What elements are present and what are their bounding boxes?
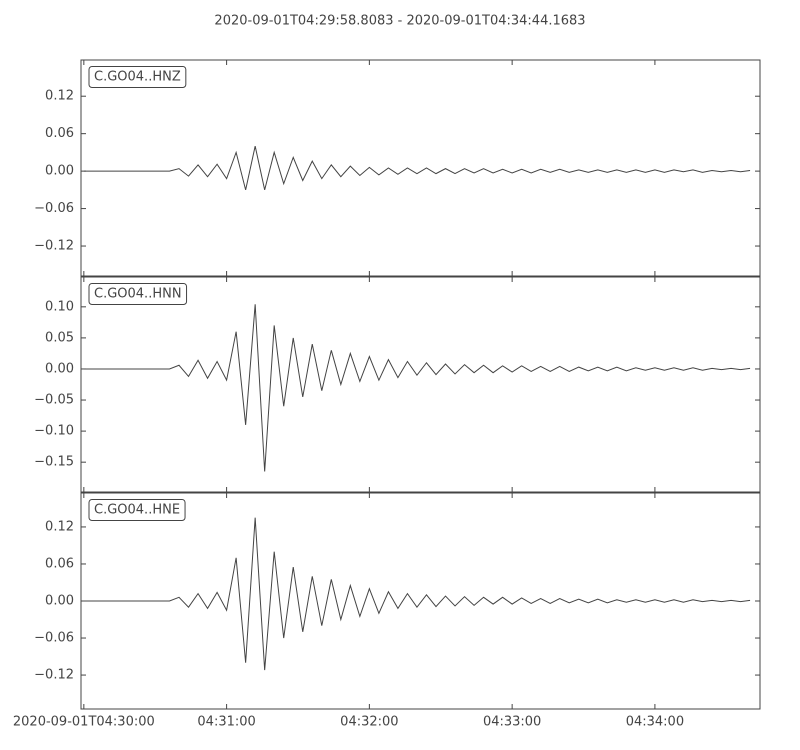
y-tick-label: 0.12 (45, 89, 74, 104)
y-tick-label: −0.15 (34, 455, 74, 470)
chart-title: 2020-09-01T04:29:58.8083 - 2020-09-01T04… (214, 14, 585, 29)
legend-box (88, 499, 186, 521)
y-tick-label: −0.06 (34, 201, 74, 216)
legend-label: C.GO04..HNE (94, 503, 180, 518)
y-tick-label: 0.06 (45, 126, 74, 141)
y-tick-label: −0.06 (34, 631, 74, 646)
y-tick-label: 0.00 (45, 164, 74, 179)
x-tick-label: 04:33:00 (483, 715, 541, 730)
y-tick-label: 0.06 (45, 556, 74, 571)
x-tick-label: 04:31:00 (197, 715, 255, 730)
y-tick-label: 0.05 (45, 330, 74, 345)
y-tick-label: 0.00 (45, 361, 74, 376)
y-tick-label: −0.12 (34, 239, 74, 254)
panel-frame (80, 492, 761, 710)
x-tick-label: 04:34:00 (626, 715, 684, 730)
y-tick-label: 0.12 (45, 519, 74, 534)
waveform (83, 304, 751, 472)
y-tick-label: −0.12 (34, 668, 74, 683)
legend-box (88, 283, 188, 305)
y-tick-label: 0.00 (45, 594, 74, 609)
legend-box (88, 66, 187, 88)
x-tick-label: 2020-09-01T04:30:00 (13, 715, 155, 730)
panel-frame (80, 59, 761, 277)
waveform (83, 517, 751, 671)
y-tick-label: −0.05 (34, 393, 74, 408)
legend-label: C.GO04..HNZ (94, 70, 181, 85)
x-tick-label: 04:32:00 (340, 715, 398, 730)
legend-label: C.GO04..HNN (94, 287, 182, 302)
panel-frame (80, 276, 761, 493)
y-tick-label: −0.10 (34, 424, 74, 439)
y-tick-label: 0.10 (45, 299, 74, 314)
waveform (83, 146, 751, 190)
